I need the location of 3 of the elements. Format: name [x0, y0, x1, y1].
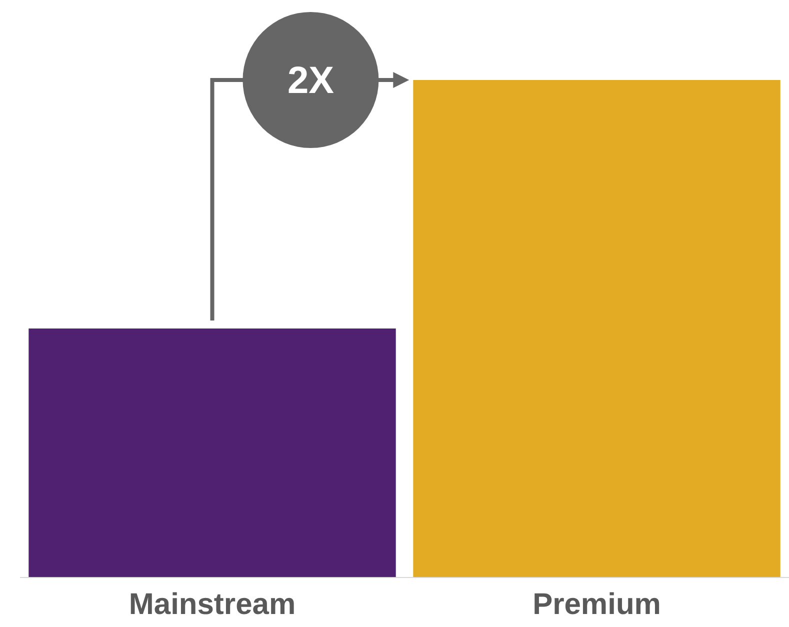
annotation: 2X: [287, 60, 335, 102]
x-tick-label: Premium: [532, 588, 661, 621]
x-tick-label: Mainstream: [128, 588, 296, 621]
